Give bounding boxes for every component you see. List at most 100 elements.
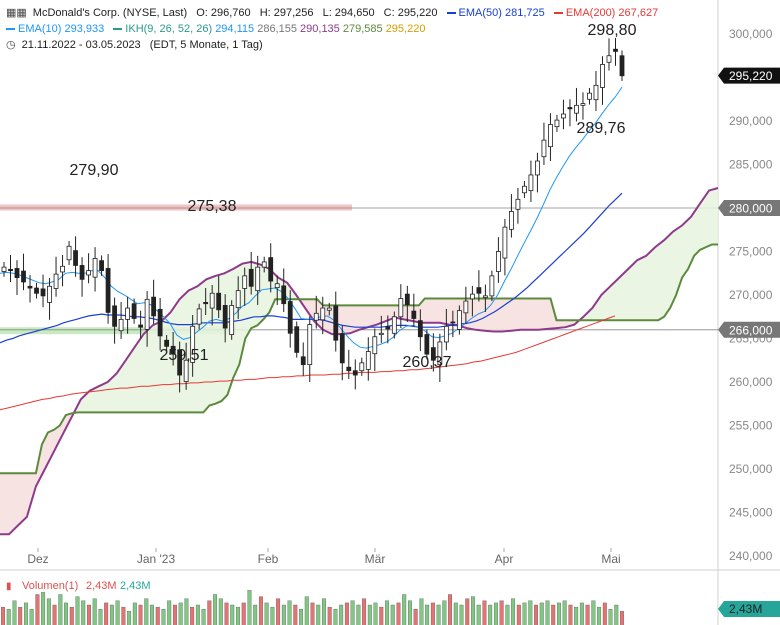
candle-body[interactable]: [541, 139, 547, 158]
candle-body[interactable]: [430, 347, 436, 361]
candle-body[interactable]: [125, 307, 130, 320]
candle-body[interactable]: [339, 333, 345, 364]
candle-body[interactable]: [203, 301, 209, 305]
candle-body[interactable]: [47, 285, 52, 303]
candle-body[interactable]: [222, 305, 228, 329]
candle-body[interactable]: [502, 226, 508, 259]
candle-body[interactable]: [27, 285, 33, 289]
candle-body[interactable]: [463, 300, 469, 314]
candle-body[interactable]: [8, 268, 13, 272]
candle-body[interactable]: [183, 359, 189, 382]
candle-body[interactable]: [268, 257, 274, 282]
candle-body[interactable]: [476, 287, 482, 294]
candle-body[interactable]: [424, 334, 430, 355]
candle-body[interactable]: [606, 55, 612, 63]
candle-body[interactable]: [73, 250, 78, 266]
candle-body[interactable]: [561, 113, 566, 119]
candle-body[interactable]: [482, 295, 488, 299]
candle-body[interactable]: [495, 251, 501, 272]
candle-body[interactable]: [359, 362, 365, 372]
candle-body[interactable]: [372, 336, 378, 355]
candle-body[interactable]: [456, 310, 462, 330]
ikh-legend[interactable]: IKH(9, 26, 52, 26) 294,115 286,155 290,1…: [113, 23, 425, 35]
candle-body[interactable]: [118, 318, 124, 332]
candle-body[interactable]: [34, 287, 39, 294]
candle-body[interactable]: [398, 298, 404, 318]
candle-body[interactable]: [535, 160, 540, 176]
candle-body[interactable]: [99, 260, 104, 272]
candle-body[interactable]: [66, 245, 72, 261]
candle-body[interactable]: [151, 296, 157, 317]
candle-body[interactable]: [509, 211, 514, 230]
candle-body[interactable]: [307, 324, 313, 365]
candle-body[interactable]: [528, 174, 534, 192]
candle-body[interactable]: [522, 185, 527, 194]
candle-body[interactable]: [144, 298, 150, 330]
candle-body[interactable]: [574, 104, 579, 114]
candle-body[interactable]: [593, 84, 599, 101]
candle-body[interactable]: [417, 320, 423, 338]
candle-body[interactable]: [391, 316, 397, 334]
candle-body[interactable]: [261, 261, 267, 268]
candle-body[interactable]: [40, 288, 46, 297]
candle-body[interactable]: [346, 366, 352, 372]
candle-body[interactable]: [320, 307, 326, 321]
candle-body[interactable]: [235, 290, 241, 309]
candle-body[interactable]: [196, 308, 202, 325]
candle-body[interactable]: [53, 273, 59, 289]
candle-body[interactable]: [242, 275, 248, 289]
candle-body[interactable]: [294, 326, 300, 353]
candle-body[interactable]: [587, 92, 592, 100]
candle-body[interactable]: [378, 332, 384, 335]
candle-body[interactable]: [300, 356, 306, 365]
candle-body[interactable]: [131, 303, 137, 319]
ema10-legend[interactable]: EMA(10) 293,933: [6, 23, 104, 35]
candle-body[interactable]: [229, 305, 235, 335]
candle-body[interactable]: [216, 292, 222, 311]
candle-body[interactable]: [79, 265, 85, 280]
candle-body[interactable]: [613, 48, 618, 52]
candle-body[interactable]: [274, 283, 280, 289]
candle-body[interactable]: [60, 265, 65, 273]
candle-body[interactable]: [190, 325, 196, 363]
chart-type-icon[interactable]: ▦▦: [6, 7, 27, 19]
candle-body[interactable]: [567, 107, 573, 110]
candle-body[interactable]: [14, 268, 20, 278]
candle-body[interactable]: [352, 370, 358, 376]
candle-body[interactable]: [600, 64, 605, 88]
candle-body[interactable]: [515, 198, 521, 210]
candle-body[interactable]: [450, 321, 456, 324]
candle-body[interactable]: [21, 270, 26, 283]
candle-body[interactable]: [281, 285, 287, 305]
candle-body[interactable]: [385, 326, 391, 330]
candle-body[interactable]: [164, 339, 170, 347]
candle-body[interactable]: [365, 351, 371, 370]
candle-body[interactable]: [170, 345, 176, 355]
candle-body[interactable]: [177, 349, 183, 376]
candle-body[interactable]: [313, 312, 319, 321]
candle-body[interactable]: [489, 275, 495, 297]
candle-body[interactable]: [287, 301, 293, 334]
candle-body[interactable]: [138, 324, 144, 328]
candle-body[interactable]: [157, 308, 163, 337]
candle-body[interactable]: [619, 55, 625, 77]
candle-body[interactable]: [112, 305, 117, 327]
candle-body[interactable]: [248, 268, 254, 287]
candle-body[interactable]: [469, 293, 475, 300]
candle-body[interactable]: [437, 341, 443, 366]
candle-body[interactable]: [554, 119, 560, 128]
candle-body[interactable]: [326, 307, 332, 311]
ema200-legend[interactable]: EMA(200) 267,627: [553, 7, 658, 19]
candle-body[interactable]: [255, 266, 261, 292]
candle-body[interactable]: [209, 292, 215, 309]
candle-body[interactable]: [411, 310, 417, 319]
candle-body[interactable]: [92, 258, 98, 278]
candle-body[interactable]: [548, 124, 553, 148]
candle-body[interactable]: [580, 103, 586, 106]
candle-body[interactable]: [443, 325, 449, 343]
candle-body[interactable]: [1, 266, 7, 272]
candle-body[interactable]: [105, 268, 111, 313]
ema50-legend[interactable]: EMA(50) 281,725: [446, 7, 545, 19]
candle-body[interactable]: [86, 270, 91, 276]
